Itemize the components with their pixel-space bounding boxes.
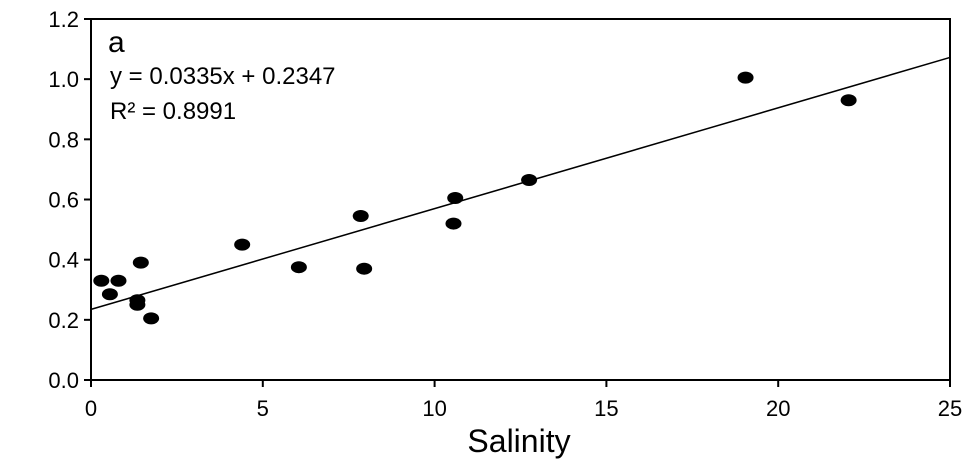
x-tick-label: 10 <box>422 396 446 421</box>
data-point <box>143 312 160 325</box>
data-point <box>101 288 118 301</box>
x-tick-label: 15 <box>594 396 618 421</box>
y-tick-label: 0.8 <box>48 127 79 152</box>
x-tick-label: 25 <box>938 396 962 421</box>
data-point <box>352 210 369 223</box>
panel-label: a <box>108 26 125 59</box>
trendline-group <box>90 56 951 311</box>
axes <box>84 18 951 387</box>
data-point <box>132 256 149 269</box>
data-point <box>234 238 251 251</box>
r-squared-annotation: R² = 0.8991 <box>110 98 236 125</box>
y-tick-label: 1.0 <box>48 67 79 92</box>
y-tick-label: 0.0 <box>48 368 79 393</box>
x-tick-label: 5 <box>257 396 269 421</box>
y-tick-label: 0.4 <box>48 248 79 273</box>
regression-line <box>90 56 951 311</box>
data-point <box>840 94 857 107</box>
x-tick-label: 0 <box>85 396 97 421</box>
data-point <box>93 274 110 287</box>
data-points <box>93 71 857 325</box>
data-point <box>737 71 754 84</box>
y-tick-label: 1.2 <box>48 7 79 32</box>
y-tick-label: 0.2 <box>48 308 79 333</box>
data-point <box>290 261 307 274</box>
data-point <box>445 217 462 230</box>
data-point <box>447 191 464 204</box>
y-tick-label: 0.6 <box>48 188 79 213</box>
data-point <box>521 173 538 186</box>
x-tick-label: 20 <box>766 396 790 421</box>
data-point <box>356 262 373 275</box>
regression-equation: y = 0.0335x + 0.2347 <box>110 63 336 90</box>
x-axis-title: Salinity <box>467 423 570 459</box>
data-point <box>129 298 146 311</box>
tick-labels: 0 5 10 15 20 25 0.0 0.2 0.4 0.6 0.8 1.0 1.2 <box>48 7 962 421</box>
data-point <box>110 274 127 287</box>
